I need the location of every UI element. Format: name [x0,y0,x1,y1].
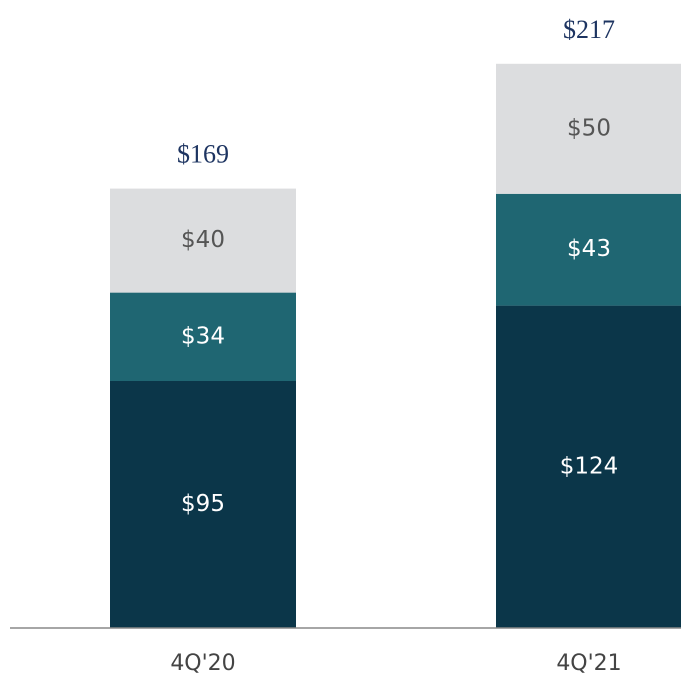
bar-segment [496,63,681,194]
bar-segment [110,292,296,381]
bar-segment [110,381,296,628]
segment-label: $34 [181,323,225,349]
segment-label: $124 [560,453,619,479]
x-tick-label: 4Q'20 [170,651,235,676]
bar-segment [496,193,681,306]
x-tick-label: 4Q'21 [556,651,621,676]
bar-segment [496,305,681,628]
total-label: $217 [563,15,615,44]
total-label: $169 [177,140,229,169]
segment-label: $43 [567,236,611,262]
segment-label: $95 [181,491,225,517]
bar-segment [110,188,296,293]
segment-label: $50 [567,115,611,141]
segment-label: $40 [181,227,225,253]
